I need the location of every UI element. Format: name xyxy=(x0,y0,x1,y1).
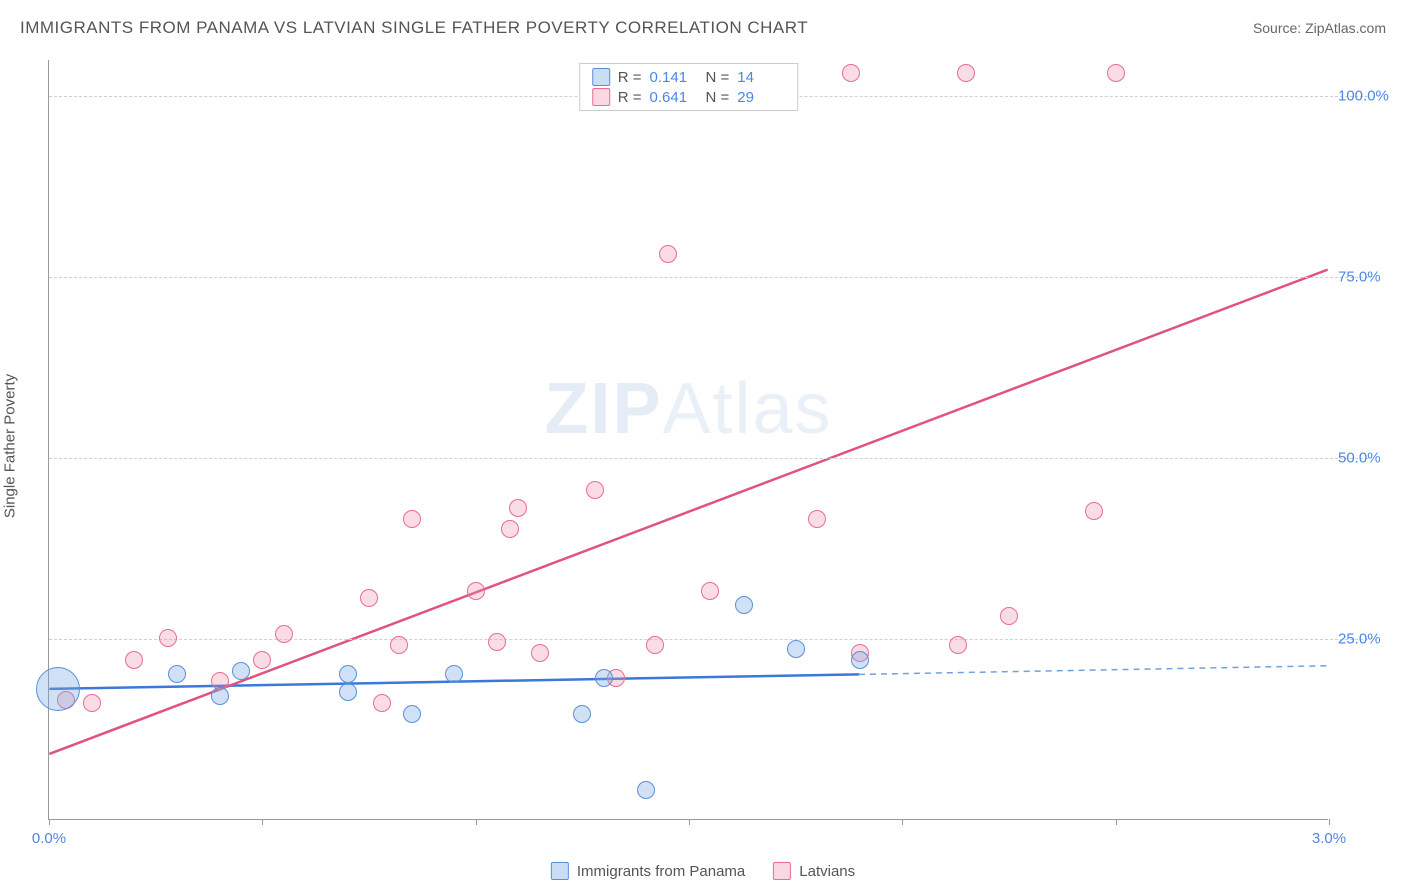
data-point xyxy=(735,596,753,614)
y-tick-label: 100.0% xyxy=(1338,88,1398,105)
data-point xyxy=(573,705,591,723)
x-tick xyxy=(476,819,477,825)
data-point xyxy=(595,669,613,687)
x-tick xyxy=(1329,819,1330,825)
legend-row-latvians: R = 0.641 N = 29 xyxy=(592,88,786,106)
x-tick xyxy=(902,819,903,825)
data-point xyxy=(339,665,357,683)
data-point xyxy=(1000,607,1018,625)
y-tick-label: 50.0% xyxy=(1338,450,1398,467)
y-tick-label: 25.0% xyxy=(1338,631,1398,648)
swatch-latvians-icon xyxy=(592,88,610,106)
x-tick xyxy=(1116,819,1117,825)
data-point xyxy=(168,665,186,683)
data-point xyxy=(488,633,506,651)
swatch-latvians-icon xyxy=(773,862,791,880)
data-point xyxy=(509,499,527,517)
data-point xyxy=(501,520,519,538)
chart-title: IMMIGRANTS FROM PANAMA VS LATVIAN SINGLE… xyxy=(20,18,808,38)
legend-item-panama: Immigrants from Panama xyxy=(551,862,745,880)
data-point xyxy=(646,636,664,654)
legend-label-panama: Immigrants from Panama xyxy=(577,863,745,880)
data-point xyxy=(232,662,250,680)
data-point xyxy=(787,640,805,658)
data-point xyxy=(1085,502,1103,520)
data-point xyxy=(36,667,80,711)
data-point xyxy=(586,481,604,499)
data-point xyxy=(957,64,975,82)
x-tick xyxy=(262,819,263,825)
data-point xyxy=(360,589,378,607)
x-tick-label: 0.0% xyxy=(32,830,66,847)
r-label: R = xyxy=(618,69,642,86)
data-point xyxy=(403,510,421,528)
data-point xyxy=(467,582,485,600)
y-axis-label: Single Father Poverty xyxy=(2,374,19,518)
data-point xyxy=(531,644,549,662)
data-point xyxy=(445,665,463,683)
gridline xyxy=(49,277,1368,278)
legend-item-latvians: Latvians xyxy=(773,862,855,880)
x-tick xyxy=(689,819,690,825)
data-point xyxy=(373,694,391,712)
n-value-panama: 14 xyxy=(737,69,785,86)
swatch-panama-icon xyxy=(551,862,569,880)
data-point xyxy=(125,651,143,669)
y-tick-label: 75.0% xyxy=(1338,269,1398,286)
data-point xyxy=(659,245,677,263)
title-bar: IMMIGRANTS FROM PANAMA VS LATVIAN SINGLE… xyxy=(20,18,1386,38)
trend-line xyxy=(49,270,1327,754)
data-point xyxy=(701,582,719,600)
correlation-legend: R = 0.141 N = 14 R = 0.641 N = 29 xyxy=(579,63,799,111)
data-point xyxy=(390,636,408,654)
data-point xyxy=(403,705,421,723)
data-point xyxy=(275,625,293,643)
r-label: R = xyxy=(618,89,642,106)
data-point xyxy=(211,687,229,705)
source-label: Source: ZipAtlas.com xyxy=(1253,20,1386,36)
legend-label-latvians: Latvians xyxy=(799,863,855,880)
x-tick xyxy=(49,819,50,825)
data-point xyxy=(949,636,967,654)
n-value-latvians: 29 xyxy=(737,89,785,106)
n-label: N = xyxy=(706,69,730,86)
trend-line xyxy=(859,666,1328,675)
gridline xyxy=(49,458,1368,459)
data-point xyxy=(1107,64,1125,82)
legend-row-panama: R = 0.141 N = 14 xyxy=(592,68,786,86)
series-legend: Immigrants from Panama Latvians xyxy=(539,862,867,880)
r-value-panama: 0.141 xyxy=(650,69,698,86)
data-point xyxy=(808,510,826,528)
data-point xyxy=(851,651,869,669)
data-point xyxy=(83,694,101,712)
swatch-panama-icon xyxy=(592,68,610,86)
gridline xyxy=(49,639,1368,640)
plot-area: ZIPAtlas R = 0.141 N = 14 R = 0.641 N = … xyxy=(48,60,1328,820)
data-point xyxy=(339,683,357,701)
data-point xyxy=(842,64,860,82)
x-tick-label: 3.0% xyxy=(1312,830,1346,847)
data-point xyxy=(253,651,271,669)
n-label: N = xyxy=(706,89,730,106)
data-point xyxy=(637,781,655,799)
r-value-latvians: 0.641 xyxy=(650,89,698,106)
trend-lines xyxy=(49,60,1328,819)
data-point xyxy=(159,629,177,647)
